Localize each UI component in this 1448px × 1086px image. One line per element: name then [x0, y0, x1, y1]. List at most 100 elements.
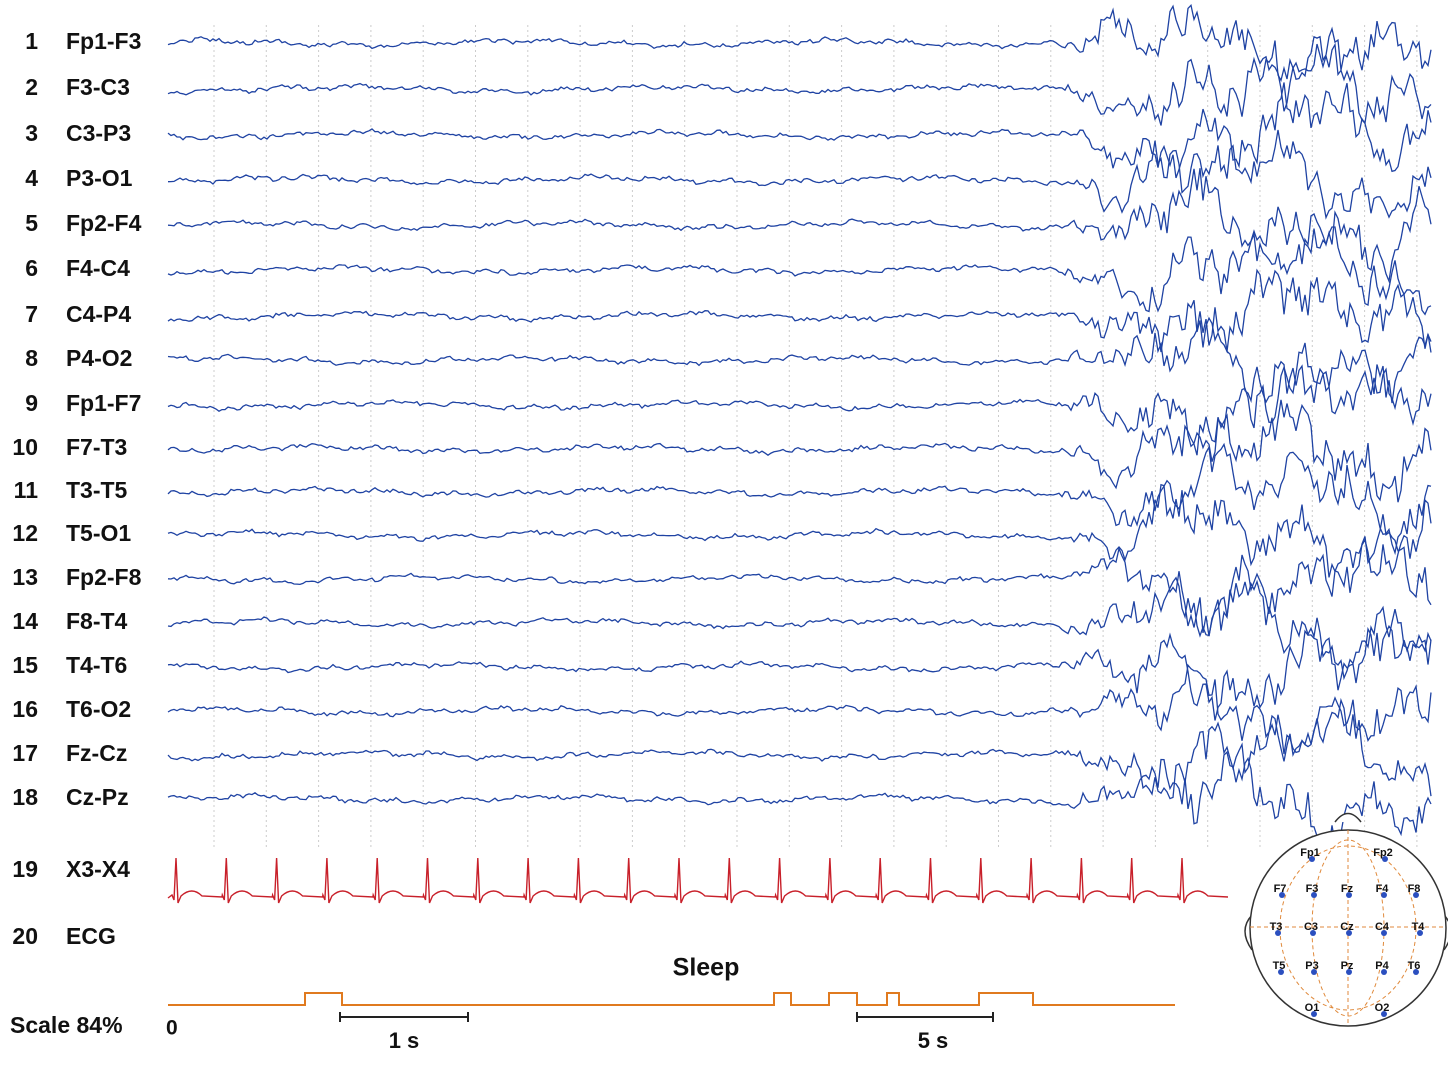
channel-label: Fp2-F8 [66, 564, 142, 590]
eeg-trace [167, 129, 1432, 220]
channel-label: T4-T6 [66, 652, 127, 678]
channel-number: 4 [25, 165, 38, 191]
electrode-label: P4 [1375, 960, 1389, 972]
eeg-trace [167, 168, 1432, 284]
eeg-trace [167, 442, 1432, 556]
electrode [1417, 930, 1423, 936]
electrode [1381, 1011, 1387, 1017]
electrode-label: F4 [1376, 883, 1390, 895]
electrode [1346, 930, 1352, 936]
eeg-trace [167, 268, 1432, 354]
eeg-trace [167, 40, 1432, 126]
ecg-trace [167, 857, 1229, 904]
channel-label: ECG [66, 923, 116, 949]
channel-number: 14 [12, 608, 38, 634]
electrode-label: F3 [1306, 883, 1319, 895]
channel-number: 2 [25, 74, 38, 100]
electrode-label: O2 [1375, 1002, 1390, 1014]
electrode [1279, 892, 1285, 898]
scale-label: Scale 84% [10, 1012, 123, 1038]
electrode [1311, 969, 1317, 975]
sleep-trace [168, 992, 1175, 1006]
channel-label: Cz-Pz [66, 784, 129, 810]
channel-label: X3-X4 [66, 856, 130, 882]
head-map: Fp1 Fp2 F7 F3 Fz F4 F8 T3 C3 Cz C4 T4 T5 P3 Pz P4 T6 O1 O2 [1244, 812, 1448, 1027]
channel-label: T5-O1 [66, 520, 131, 546]
channel-number: 11 [14, 477, 39, 503]
channel-label: C4-P4 [66, 301, 131, 327]
electrode-label: O1 [1305, 1002, 1320, 1014]
channel-label: P3-O1 [66, 165, 133, 191]
channel-label: F4-C4 [66, 255, 130, 281]
eeg-trace [167, 82, 1432, 179]
eeg-trace [167, 624, 1432, 721]
eeg-trace [167, 697, 1432, 800]
channel-number: 7 [25, 301, 38, 327]
time-origin: 0 [166, 1017, 178, 1040]
channel-label: Fz-Cz [66, 740, 127, 766]
electrode-label: Cz [1340, 921, 1354, 933]
electrode-label: C3 [1304, 921, 1318, 933]
channel-number: 9 [25, 390, 38, 416]
scale-bar [339, 1012, 469, 1022]
electrode [1311, 892, 1317, 898]
sleep-label: Sleep [673, 954, 740, 982]
electrode-label: F8 [1408, 883, 1421, 895]
electrode-label: T4 [1412, 921, 1426, 933]
electrode [1381, 892, 1387, 898]
electrode [1413, 969, 1419, 975]
eeg-trace [167, 307, 1432, 404]
electrode-label: F7 [1274, 883, 1287, 895]
channel-number: 13 [12, 564, 38, 590]
electrode [1382, 856, 1388, 862]
eeg-trace [167, 342, 1432, 462]
electrode [1381, 930, 1387, 936]
electrode-label: T3 [1270, 921, 1283, 933]
channel-number: 18 [12, 784, 38, 810]
channel-label: Fp1-F7 [66, 390, 141, 416]
electrode [1346, 969, 1352, 975]
eeg-trace [167, 483, 1432, 578]
eeg-trace [167, 213, 1432, 316]
channel-number: 20 [12, 923, 38, 949]
eeg-trace [167, 3, 1432, 112]
channel-number: 17 [12, 740, 38, 766]
channel-label: P4-O2 [66, 345, 132, 371]
scale-bar-label: 5 s [918, 1028, 949, 1053]
channel-label: T6-O2 [66, 696, 131, 722]
scale-bar-label: 1 s [389, 1028, 420, 1053]
channel-number: 6 [25, 255, 38, 281]
eeg-trace [167, 576, 1432, 681]
electrode-label: P3 [1305, 960, 1318, 972]
channel-label: Fp1-F3 [66, 28, 141, 54]
electrode-label: Pz [1341, 960, 1354, 972]
electrode [1413, 892, 1419, 898]
channel-number: 1 [25, 28, 38, 54]
electrode [1346, 892, 1352, 898]
eeg-trace [167, 514, 1432, 637]
channel-label: F7-T3 [66, 434, 127, 460]
channel-number: 10 [12, 434, 38, 460]
channel-label: F8-T4 [66, 608, 128, 634]
channel-number: 5 [25, 210, 38, 236]
eeg-trace [167, 399, 1432, 503]
channel-label: Fp2-F4 [66, 210, 142, 236]
channel-number: 16 [12, 696, 38, 722]
electrode-label: T5 [1273, 960, 1286, 972]
scale-bars [339, 1012, 994, 1022]
electrode [1309, 856, 1315, 862]
scale-bar [856, 1012, 994, 1022]
electrode [1275, 930, 1281, 936]
channel-label: F3-C3 [66, 74, 130, 100]
channel-label: C3-P3 [66, 120, 131, 146]
eeg-trace [167, 663, 1432, 762]
electrode-label: T6 [1408, 960, 1421, 972]
electrode [1278, 969, 1284, 975]
channel-number: 8 [25, 345, 38, 371]
channel-number: 15 [12, 652, 38, 678]
eeg-trace [167, 750, 1432, 850]
channel-label: T3-T5 [66, 477, 128, 503]
channel-number: 3 [25, 120, 38, 146]
channel-number: 12 [12, 520, 38, 546]
